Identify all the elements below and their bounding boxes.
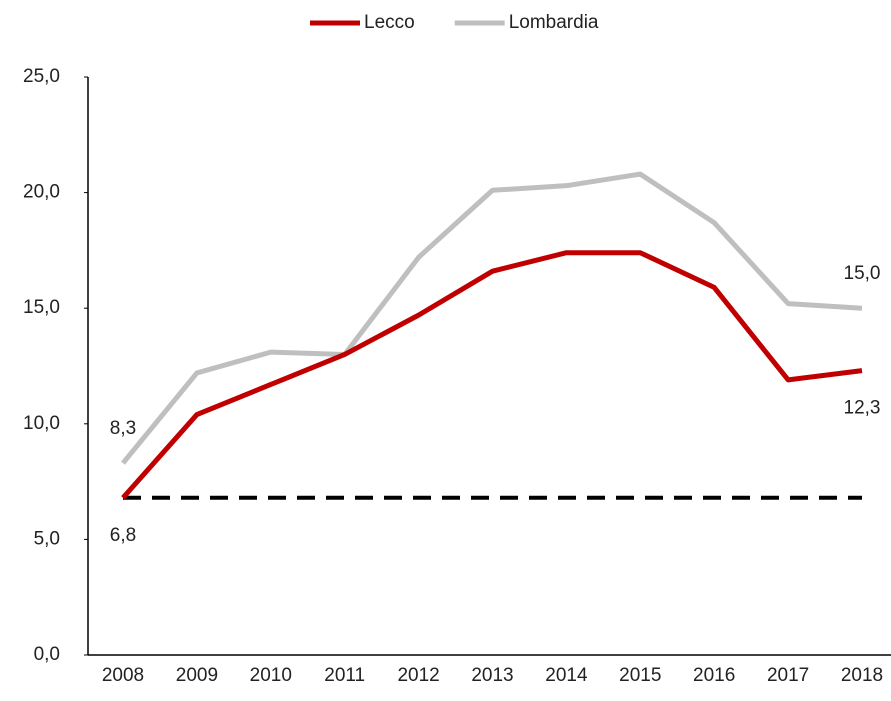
x-tick-label: 2017 (767, 665, 809, 686)
x-tick-label: 2014 (545, 665, 588, 686)
y-tick-label: 20,0 (23, 182, 60, 203)
y-tick-label: 0,0 (34, 644, 60, 665)
x-tick-label: 2015 (619, 665, 661, 686)
x-tick-label: 2018 (841, 665, 883, 686)
line-series (121, 250, 863, 500)
x-tick-label: 2016 (693, 665, 735, 686)
data-label: 12,3 (844, 398, 881, 419)
x-tick-label: 2009 (176, 665, 218, 686)
legend-label: Lecco (364, 12, 415, 33)
legend-label: Lombardia (509, 12, 599, 33)
x-tick-label: 2010 (250, 665, 292, 686)
x-tick-label: 2008 (102, 665, 144, 686)
y-tick-label: 10,0 (23, 413, 60, 434)
x-tick-label: 2012 (397, 665, 439, 686)
y-tick-label: 25,0 (23, 66, 60, 87)
data-label: 6,8 (110, 525, 136, 546)
line-series (121, 171, 863, 465)
data-label: 8,3 (110, 418, 136, 439)
y-tick-label: 15,0 (23, 297, 60, 318)
x-tick-label: 2011 (324, 665, 365, 686)
x-tick-label: 2013 (471, 665, 513, 686)
y-tick-label: 5,0 (34, 528, 60, 549)
data-label: 15,0 (844, 263, 881, 284)
